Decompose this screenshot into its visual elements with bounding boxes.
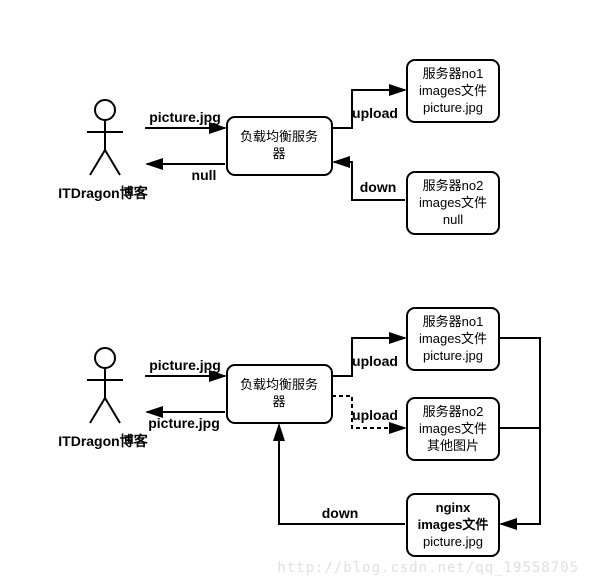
actor-icon-2 [87, 348, 123, 423]
arrow-return-label: null [192, 167, 217, 183]
lb-line2: 器 [272, 146, 285, 161]
s2b-l3: 其他图片 [427, 438, 479, 453]
diagram-2: ITDragon博客 负载均衡服务 器 服务器no1 images文件 pict… [58, 308, 540, 556]
arrow-send-label: picture.jpg [149, 109, 221, 125]
s2-l3: null [443, 212, 463, 227]
arrow-down-label-2: down [322, 505, 359, 521]
actor-label: ITDragon博客 [58, 185, 148, 201]
s1-l3: picture.jpg [423, 100, 483, 115]
arrow-return-label-2: picture.jpg [148, 415, 220, 431]
lb2-l1: 负载均衡服务 [240, 377, 318, 392]
s1b-l1: 服务器no1 [423, 314, 484, 329]
diagram-canvas: ITDragon博客 负载均衡服务 器 服务器no1 images文件 pict… [0, 0, 589, 582]
arrow-upload-label: upload [352, 105, 398, 121]
arrow-send-label-2: picture.jpg [149, 357, 221, 373]
diagram-1: ITDragon博客 负载均衡服务 器 服务器no1 images文件 pict… [58, 60, 499, 234]
arrow-upload-label-2b: upload [352, 407, 398, 423]
s2b-l1: 服务器no2 [423, 404, 484, 419]
ng-l2: images文件 [418, 517, 489, 532]
s1-l2: images文件 [419, 83, 487, 98]
s2b-l2: images文件 [419, 421, 487, 436]
watermark-text: http://blog.csdn.net/qq_19558705 [277, 560, 579, 576]
ng-l3: picture.jpg [423, 534, 483, 549]
arrow-upload-label-2a: upload [352, 353, 398, 369]
actor-label-2: ITDragon博客 [58, 433, 148, 449]
s2-l1: 服务器no2 [423, 178, 484, 193]
s1b-l2: images文件 [419, 331, 487, 346]
s1b-l3: picture.jpg [423, 348, 483, 363]
arrow-s1-nginx [499, 338, 540, 524]
arrow-down-label: down [360, 179, 397, 195]
s2-l2: images文件 [419, 195, 487, 210]
lb2-l2: 器 [272, 394, 285, 409]
lb-line1: 负载均衡服务 [240, 129, 318, 144]
ng-l1: nginx [436, 500, 471, 515]
s1-l1: 服务器no1 [423, 66, 484, 81]
actor-icon [87, 100, 123, 175]
